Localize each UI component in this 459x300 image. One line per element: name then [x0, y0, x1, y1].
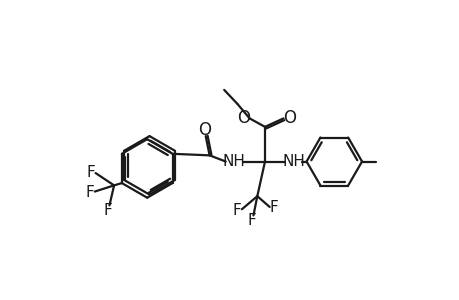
Text: O: O: [236, 110, 249, 128]
Text: F: F: [269, 200, 278, 215]
Text: F: F: [85, 185, 94, 200]
Text: F: F: [232, 202, 241, 217]
Text: NH: NH: [222, 154, 245, 169]
Text: O: O: [198, 121, 211, 139]
Text: O: O: [283, 110, 296, 128]
Text: F: F: [247, 212, 256, 227]
Text: F: F: [103, 202, 112, 217]
Text: NH: NH: [281, 154, 304, 169]
Text: F: F: [86, 165, 95, 180]
